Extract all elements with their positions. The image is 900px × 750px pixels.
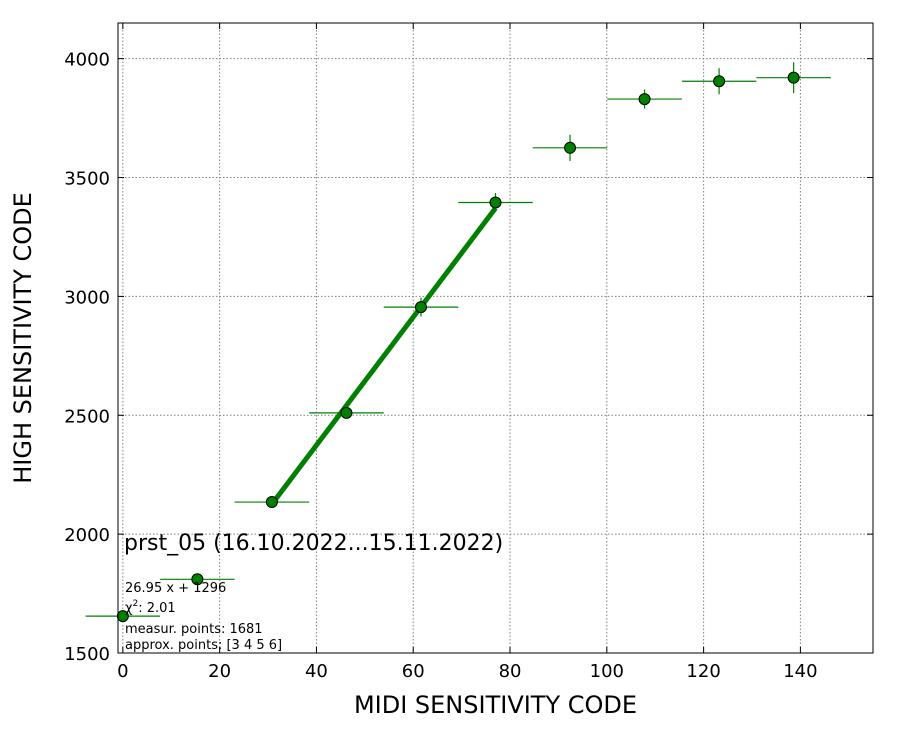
data-point: [713, 75, 726, 88]
data-point: [489, 196, 502, 209]
y-tick-label: 3000: [64, 287, 110, 308]
fit-line-group: [269, 206, 498, 506]
data-point: [116, 610, 129, 623]
grid-lines: [118, 23, 873, 654]
y-axis-title: HIGH SENSITIVITY CODE: [9, 192, 37, 484]
data-point: [414, 301, 427, 314]
axis-ticks: [118, 23, 873, 654]
data-point: [787, 71, 800, 84]
annotation-equation: 26.95 x + 1296: [125, 581, 226, 596]
annotation-approx-points: approx. points: [3 4 5 6]: [125, 638, 282, 653]
y-tick-label: 2000: [64, 525, 110, 546]
x-tick-label: 100: [590, 661, 624, 682]
data-point: [340, 406, 353, 419]
x-tick-label: 20: [208, 661, 231, 682]
x-tick-label: 60: [402, 661, 425, 682]
fit-line: [269, 206, 498, 506]
chi2-symbol: χ: [125, 601, 133, 616]
y-tick-label: 4000: [64, 50, 110, 71]
annotation-title: prst_05 (16.10.2022...15.11.2022): [124, 531, 503, 556]
y-tick-label: 2500: [64, 406, 110, 427]
x-tick-label: 140: [783, 661, 817, 682]
x-tick-label: 80: [499, 661, 522, 682]
tick-labels: 0 20 40 60 80 100 120 140 1500 2000 2500 3000 3500 40…: [64, 50, 817, 682]
data-point: [265, 496, 278, 509]
chi2-value: : 2.01: [138, 601, 175, 616]
x-tick-label: 0: [117, 661, 128, 682]
annotation-chi2: χ2: 2.01: [125, 599, 176, 616]
plot-frame: [117, 22, 874, 654]
x-tick-label: 40: [305, 661, 328, 682]
x-axis-title: MIDI SENSITIVITY CODE: [354, 691, 637, 719]
chi2-superscript: 2: [133, 599, 139, 609]
y-tick-label: 1500: [64, 644, 110, 665]
x-tick-label: 120: [686, 661, 720, 682]
data-point: [191, 573, 204, 586]
data-point: [564, 141, 577, 154]
data-points: [85, 62, 831, 623]
y-tick-label: 3500: [64, 169, 110, 190]
annotation-measured-points: measur. points: 1681: [125, 622, 263, 637]
data-point: [638, 93, 651, 106]
